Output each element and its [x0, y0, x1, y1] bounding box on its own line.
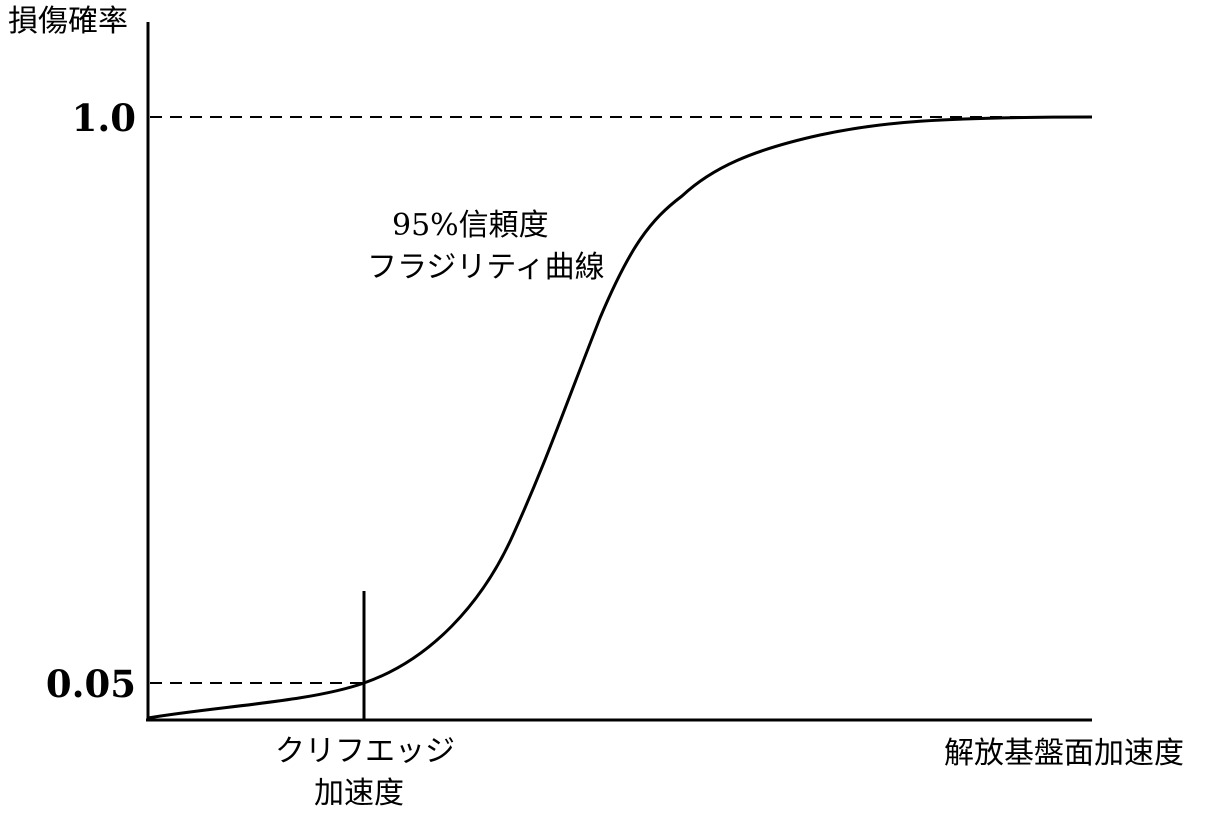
- y-tick-one: 1.0: [72, 96, 136, 140]
- y-axis-label: 損傷確率: [8, 4, 128, 39]
- curve-label-line-2: フラジリティ曲線: [367, 250, 605, 285]
- fragility-curve: [147, 115, 1093, 720]
- y-tick-point-zero-five: 0.05: [46, 662, 136, 706]
- x-axis-label: 解放基盤面加速度: [944, 736, 1184, 771]
- cliff-edge-label-line-2: 加速度: [314, 776, 404, 811]
- cliff-edge-label-line-1: クリフエッジ: [275, 734, 455, 769]
- curve-label-line-1: 95%信頼度: [392, 208, 549, 243]
